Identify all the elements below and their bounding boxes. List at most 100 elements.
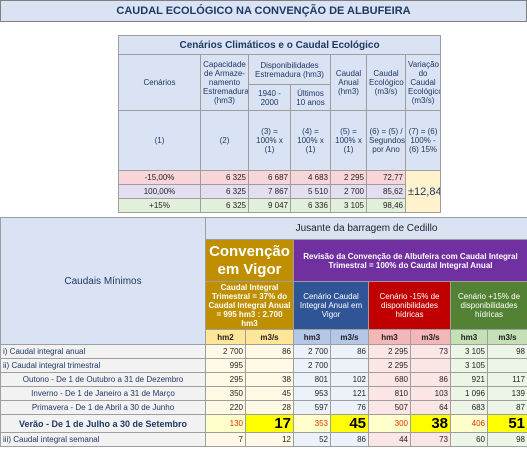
value: 921 <box>450 372 488 387</box>
formula: (5) = 100% x (1) <box>330 110 367 171</box>
value: 139 <box>486 386 527 401</box>
value: 45 <box>245 386 294 401</box>
row: Verão - De 1 de Julho a 30 de Setembro 13… <box>0 414 527 433</box>
value: 98,46 <box>366 198 406 213</box>
row-label: Primavera - De 1 de Abril a 30 de Junho <box>0 400 206 415</box>
value: 295 <box>205 372 246 387</box>
value: 220 <box>205 400 246 415</box>
header: 1940 - 2000 <box>248 84 291 111</box>
header: Capacidade de Armaze-namento Estremadura… <box>200 54 249 111</box>
value: 683 <box>450 400 488 415</box>
header: Últimos 10 anos <box>290 84 331 111</box>
row: ii) Caudal integral trimestral 995 2 700 2 … <box>0 358 527 373</box>
row-label: iii) Caudal integral semanal <box>0 432 206 447</box>
row: +15% 6 325 9 047 6 336 3 105 98,46 <box>118 198 441 213</box>
header: Cenários <box>118 54 201 111</box>
value: 2 295 <box>368 358 411 373</box>
value: 7 867 <box>248 184 291 199</box>
unit: hm2 <box>205 329 246 345</box>
value: 38 <box>410 414 451 433</box>
value: 3 105 <box>330 198 367 213</box>
value: 98 <box>486 432 527 447</box>
value: 9 047 <box>248 198 291 213</box>
value: 507 <box>368 400 411 415</box>
minimum-flows-table: Caudais Mínimos Jusante da barragem de C… <box>0 217 527 447</box>
row-label: i) Caudal integral anual <box>0 344 206 359</box>
scenarios-table: Cenários Climáticos e o Caudal Ecológico… <box>117 35 442 213</box>
value: 2 700 <box>293 358 331 373</box>
value: 76 <box>330 400 369 415</box>
row: -15,00% 6 325 6 687 4 683 2 295 72,77 ±12,84 <box>118 170 442 213</box>
value: 98 <box>486 344 527 359</box>
formula: (4) = 100% x (1) <box>290 110 331 171</box>
variation: ±12,84 <box>404 170 442 213</box>
row-label: Verão - De 1 de Julho a 30 de Setembro <box>0 414 206 433</box>
value: 6 687 <box>248 170 291 185</box>
row-label: Outono - De 1 de Outubro a 31 de Dezembr… <box>0 372 206 387</box>
row-label: ii) Caudal integral trimestral <box>0 358 206 373</box>
value: 6 336 <box>290 198 331 213</box>
value: 86 <box>330 432 369 447</box>
formula: (6) = (5) / Segundos por Ano <box>366 110 406 171</box>
unit: m3/s <box>330 329 369 345</box>
value: 17 <box>245 414 294 433</box>
row: Primavera - De 1 de Abril a 30 de Junho 2… <box>0 400 527 415</box>
value: 1 096 <box>450 386 488 401</box>
value: 86 <box>410 372 451 387</box>
value: 103 <box>410 386 451 401</box>
value: 680 <box>368 372 411 387</box>
header: Variação do Caudal Ecológico (m3/s) <box>404 54 442 111</box>
value: 300 <box>368 414 411 433</box>
value: 102 <box>330 372 369 387</box>
value: 6 325 <box>200 184 249 199</box>
value: 73 <box>410 344 451 359</box>
location: Jusante da barragem de Cedillo <box>204 217 527 240</box>
value: 64 <box>410 400 451 415</box>
value: 45 <box>330 414 369 433</box>
value: 86 <box>245 344 294 359</box>
scenario: Cenário Caudal Integral Anual em Vigor <box>293 281 369 330</box>
formula: (3) = 100% x (1) <box>248 110 291 171</box>
unit: hm3 <box>368 329 411 345</box>
unit: m3/s <box>410 329 451 345</box>
value <box>330 358 369 373</box>
value: 3 105 <box>450 344 488 359</box>
value: 801 <box>293 372 331 387</box>
value: 130 <box>205 414 246 433</box>
value: 2 295 <box>330 170 367 185</box>
unit: m3/s <box>486 329 527 345</box>
value: 2 295 <box>368 344 411 359</box>
value: 60 <box>450 432 488 447</box>
value: 597 <box>293 400 331 415</box>
value: 350 <box>205 386 246 401</box>
value: 86 <box>330 344 369 359</box>
page-title: CAUDAL ECOLÓGICO NA CONVENÇÃO DE ALBUFEI… <box>0 0 527 22</box>
current-title: Convenção em Vigor <box>205 239 294 282</box>
current-subtitle: Caudal Integral Trimestral = 37% do Caud… <box>205 281 294 330</box>
value: 85,62 <box>366 184 406 199</box>
value: 353 <box>293 414 331 433</box>
scenario: -15,00% <box>118 170 201 185</box>
value: 52 <box>293 432 331 447</box>
row-header: Caudais Mínimos <box>0 217 206 345</box>
value: 51 <box>486 414 527 433</box>
scenario: Cenário -15% de disponibilidades hídrica… <box>368 281 451 330</box>
row: i) Caudal integral anual 2 700 86 2 700 86 2 … <box>0 344 527 359</box>
value: 2 700 <box>293 344 331 359</box>
value: 3 105 <box>450 358 488 373</box>
row: Outono - De 1 de Outubro a 31 de Dezembr… <box>0 372 527 387</box>
value <box>410 358 451 373</box>
value: 12 <box>245 432 294 447</box>
value: 4 683 <box>290 170 331 185</box>
scenario: Cenário +15% de disponibilidades hídrica… <box>449 281 527 330</box>
value: 6 325 <box>200 170 249 185</box>
value: 2 700 <box>205 344 246 359</box>
unit: hm3 <box>450 329 488 345</box>
value <box>486 358 527 373</box>
header: Caudal Anual (hm3) <box>330 54 367 111</box>
value: 87 <box>486 400 527 415</box>
row: Inverno - De 1 de Janeiro a 31 de Março 3… <box>0 386 527 401</box>
value: 995 <box>205 358 246 373</box>
value: 406 <box>450 414 488 433</box>
